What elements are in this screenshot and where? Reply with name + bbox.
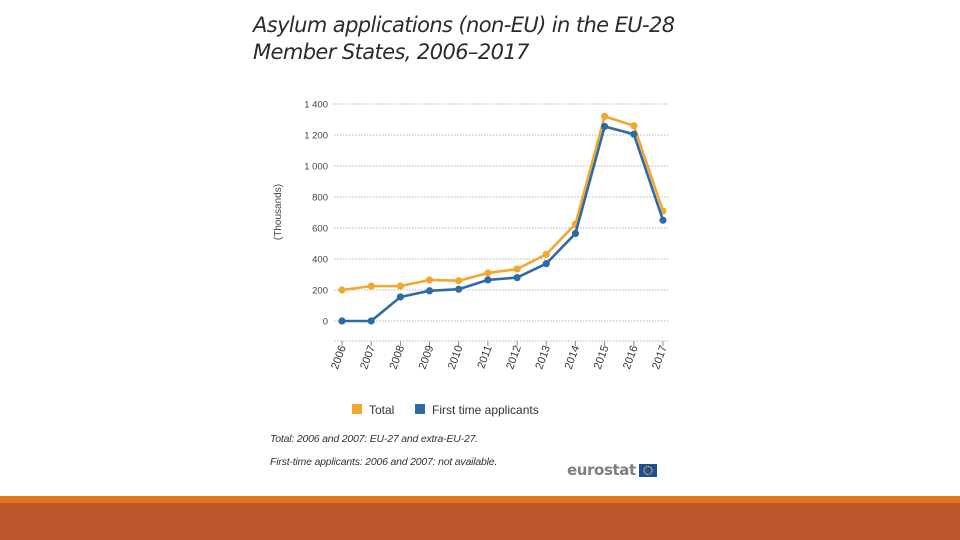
legend-item-first-time-label: First time applicants xyxy=(432,403,539,417)
y-tick-label: 800 xyxy=(312,193,328,204)
y-tick-label: 400 xyxy=(312,255,328,266)
data-point-first-time xyxy=(513,274,521,282)
data-point-first-time xyxy=(455,285,463,293)
y-axis-label: (Thousands) xyxy=(273,184,284,240)
x-tick-label: 2008 xyxy=(388,344,408,371)
y-tick-label: 200 xyxy=(312,286,328,297)
x-tick-label: 2017 xyxy=(650,344,670,371)
data-point-first-time xyxy=(338,317,346,325)
x-tick-label: 2006 xyxy=(329,344,349,371)
data-point-total xyxy=(396,282,404,290)
slide-title: Asylum applications (non-EU) in the EU-2… xyxy=(253,13,675,64)
y-tick-label: 1 200 xyxy=(304,131,328,142)
data-point-total xyxy=(425,276,434,284)
x-tick-label: 2007 xyxy=(358,344,378,371)
legend-item-first-time-swatch xyxy=(415,404,425,414)
x-tick-label: 2013 xyxy=(533,344,553,371)
x-tick-label: 2015 xyxy=(592,344,612,371)
data-point-first-time xyxy=(542,260,550,268)
data-point-first-time xyxy=(571,229,580,238)
x-tick-label: 2011 xyxy=(475,344,494,370)
note-total: Total: 2006 and 2007: EU-27 and extra-EU… xyxy=(270,433,478,445)
legend-item-total-swatch xyxy=(352,404,362,414)
data-point-first-time xyxy=(630,130,638,138)
legend-item-total-label: Total xyxy=(369,403,394,417)
x-tick-label: 2009 xyxy=(417,344,437,371)
footer-band xyxy=(0,503,960,540)
data-point-first-time xyxy=(601,122,609,131)
y-tick-label: 1 400 xyxy=(304,100,328,111)
data-point-total xyxy=(513,265,521,273)
data-point-first-time xyxy=(367,317,375,325)
data-point-total xyxy=(338,286,346,294)
eurostat-logo: eurostat xyxy=(567,460,657,480)
data-point-total xyxy=(367,282,375,290)
data-point-total xyxy=(630,122,638,130)
data-point-first-time xyxy=(396,293,404,301)
data-point-first-time xyxy=(484,276,492,284)
x-tick-label: 2016 xyxy=(621,344,641,371)
data-point-total xyxy=(601,112,609,120)
data-point-first-time xyxy=(425,287,434,295)
data-point-total xyxy=(455,277,463,285)
y-tick-label: 1 000 xyxy=(304,162,328,173)
y-tick-label: 600 xyxy=(312,224,328,235)
data-point-first-time xyxy=(659,216,667,224)
series-line-total xyxy=(341,115,665,292)
data-point-total xyxy=(542,250,550,258)
note-first-time: First-time applicants: 2006 and 2007: no… xyxy=(270,456,498,468)
series-line-first-time xyxy=(342,125,665,323)
x-tick-label: 2010 xyxy=(446,344,466,371)
eu-flag-icon xyxy=(638,463,657,477)
x-tick-label: 2012 xyxy=(504,344,524,371)
y-tick-label: 0 xyxy=(323,317,328,328)
logo-text: eurostat xyxy=(567,461,636,479)
footer-accent-line xyxy=(0,496,960,503)
x-tick-label: 2014 xyxy=(563,344,583,371)
data-point-total xyxy=(484,269,492,277)
